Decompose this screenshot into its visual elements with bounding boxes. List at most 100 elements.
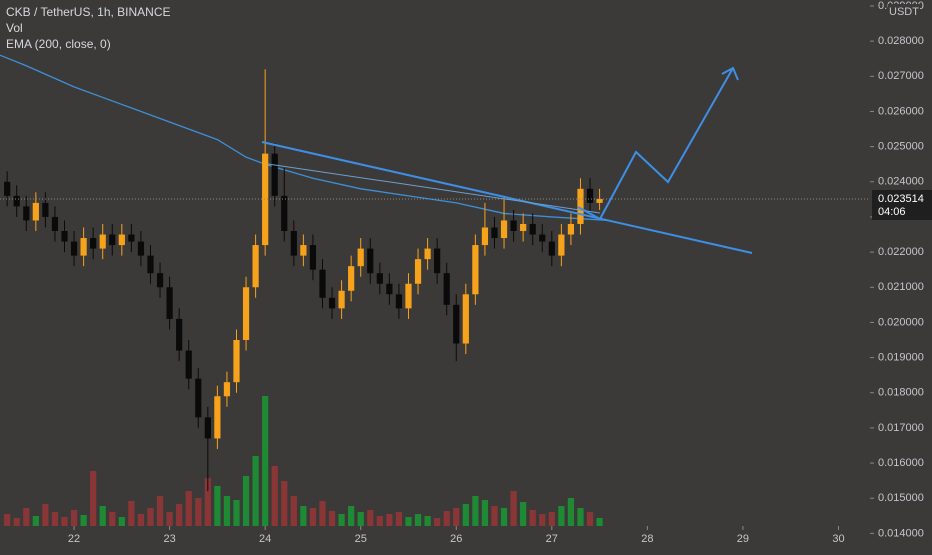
- x-tick-label: 29: [737, 533, 749, 545]
- volume-bar: [13, 518, 20, 526]
- volume-bar: [520, 502, 527, 526]
- candle-body: [290, 231, 297, 256]
- volume-bar: [539, 514, 546, 526]
- volume-bar: [4, 514, 11, 526]
- volume-bar: [147, 508, 154, 526]
- candle-body: [118, 234, 125, 246]
- candle-body: [481, 227, 489, 246]
- volume-bar: [233, 500, 240, 526]
- x-tick-label: 24: [259, 533, 271, 545]
- candle-body: [348, 266, 355, 291]
- trend-line: [267, 163, 601, 214]
- y-tick-label: 0.028000: [878, 35, 924, 47]
- volume-bar: [185, 491, 192, 526]
- candle-body: [424, 248, 431, 260]
- volume-bar: [109, 512, 116, 526]
- y-tick-label: 0.017000: [878, 422, 924, 434]
- y-tick-label: 0.025000: [878, 141, 924, 153]
- volume-bar: [328, 511, 336, 526]
- volume-label: Vol: [6, 21, 23, 35]
- volume-bar: [462, 504, 469, 526]
- candle-body: [386, 283, 393, 295]
- candle-body: [128, 234, 135, 242]
- projection-arrow: [577, 67, 734, 221]
- candle-body: [166, 287, 173, 319]
- candle-body: [577, 188, 584, 224]
- volume-bar: [99, 506, 106, 526]
- y-tick-label: 0.024000: [878, 176, 924, 188]
- y-tick-label: 0.019000: [878, 351, 924, 363]
- candle-body: [147, 255, 154, 274]
- candle-body: [462, 294, 469, 344]
- candle-body: [491, 227, 498, 239]
- volume-bar: [204, 478, 211, 526]
- volume-bar: [405, 517, 412, 526]
- volume-bar: [510, 491, 517, 526]
- volume-bar: [558, 506, 565, 526]
- candle-body: [319, 269, 326, 298]
- volume-bar: [395, 512, 403, 526]
- legend: CKB / TetherUS, 1h, BINANCE Vol EMA (200…: [6, 5, 171, 51]
- candle-body: [70, 241, 78, 256]
- candle-body: [233, 340, 240, 383]
- time-axis: [0, 526, 932, 550]
- candle-body: [405, 283, 412, 309]
- countdown: 04:06: [878, 206, 906, 218]
- candle-body: [156, 273, 164, 288]
- candle-body: [262, 153, 269, 246]
- y-tick-label: 0.016000: [878, 457, 924, 469]
- last-price: 0.023514: [878, 193, 924, 205]
- volume-bar: [195, 498, 202, 526]
- candle-body: [271, 153, 278, 196]
- volume-bar: [176, 504, 183, 526]
- x-tick-label: 28: [641, 533, 653, 545]
- volume-bar: [453, 508, 460, 526]
- volume-bar: [137, 514, 145, 526]
- candle-body: [42, 202, 49, 217]
- candle-body: [567, 223, 575, 235]
- volume-bar: [500, 508, 508, 526]
- y-tick-label: 0.018000: [878, 387, 924, 399]
- volume-bar: [309, 508, 317, 526]
- volume-bar: [214, 486, 221, 526]
- currency-box: [888, 4, 920, 20]
- candle-body: [586, 188, 594, 203]
- candle-body: [80, 238, 87, 256]
- candle-body: [357, 248, 364, 267]
- candle-body: [328, 297, 336, 309]
- volume-bar: [42, 504, 49, 526]
- volume-bar: [443, 511, 450, 526]
- candle-body: [13, 195, 20, 207]
- candle-body: [242, 287, 250, 341]
- volume-bar: [577, 508, 584, 526]
- volume-bar: [23, 508, 30, 526]
- candle-body: [510, 220, 517, 232]
- x-tick-label: 27: [546, 533, 558, 545]
- volume-bar: [271, 466, 278, 526]
- candle-body: [51, 216, 59, 232]
- candle-body: [214, 396, 221, 439]
- candle-body: [109, 234, 116, 246]
- x-tick-label: 26: [450, 533, 462, 545]
- arrow-head: [721, 66, 739, 81]
- candle-body: [453, 304, 460, 344]
- candle-body: [4, 181, 11, 196]
- candle-body: [558, 234, 565, 256]
- volume-bar: [567, 498, 575, 526]
- plot-area: [0, 54, 870, 526]
- candle-body: [32, 202, 39, 221]
- candle-body: [596, 199, 603, 203]
- y-tick-label: 0.015000: [878, 492, 924, 504]
- volume-bar: [414, 514, 422, 526]
- volume-bar: [223, 496, 231, 526]
- volume-bar: [61, 517, 68, 526]
- volume-bar: [262, 396, 269, 526]
- candle-body: [204, 417, 211, 439]
- x-tick-label: 23: [163, 533, 175, 545]
- axes: 0.014000 0.015000 0.016000 0.017000 0.018000…: [68, 0, 924, 545]
- y-tick-label: 0.022000: [878, 246, 924, 258]
- volume-bar: [128, 501, 135, 526]
